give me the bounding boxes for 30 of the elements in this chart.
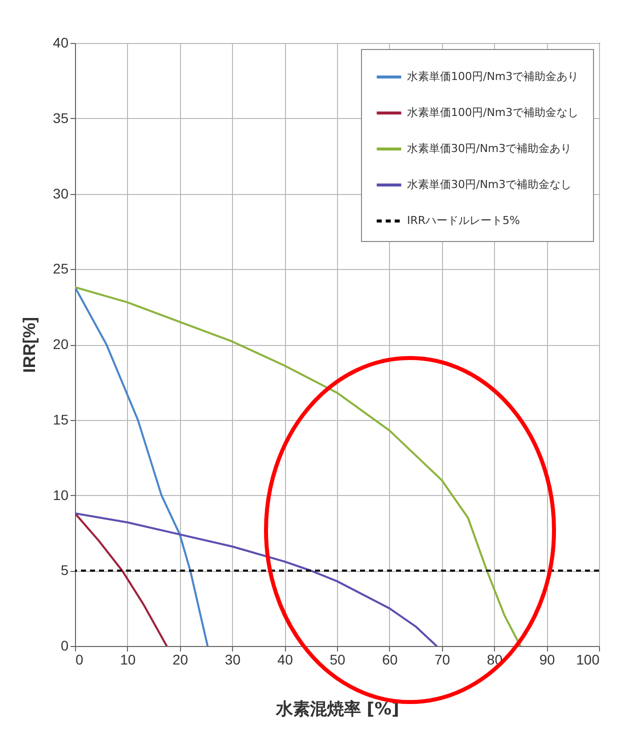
y-tick-label: 35 [52, 110, 69, 126]
x-tick-label: 60 [382, 652, 398, 668]
legend-label: 水素単価100円/Nm3で補助金なし [407, 106, 579, 119]
y-tick-label: 0 [60, 638, 69, 654]
x-tick-label: 70 [434, 652, 450, 668]
legend-label: 水素単価100円/Nm3で補助金あり [407, 70, 579, 83]
y-tick-label: 25 [52, 260, 69, 277]
x-axis-title: 水素混焼率 [%] [274, 700, 400, 720]
line-series [75, 286, 209, 646]
line-series [75, 512, 168, 646]
x-tick-label: 0 [76, 652, 84, 668]
x-tick-label: 100 [576, 652, 600, 668]
line-series [75, 286, 522, 646]
x-tick-label: 10 [120, 652, 136, 668]
line-series [75, 512, 438, 646]
legend-label: 水素単価30円/Nm3で補助金なし [407, 178, 572, 191]
x-tick-label: 40 [277, 652, 294, 668]
x-tick-label: 30 [224, 652, 241, 668]
x-tick-label: 50 [330, 652, 346, 668]
y-tick-label: 30 [52, 185, 69, 202]
x-tick-label: 20 [172, 652, 188, 668]
legend-label: IRRハードルレート5% [407, 214, 520, 227]
y-tick-label: 20 [52, 336, 69, 352]
x-tick-label: 90 [539, 652, 556, 668]
y-tick-label: 40 [52, 34, 69, 50]
y-tick-label: 10 [52, 486, 69, 503]
y-tick-label: 5 [60, 562, 69, 578]
y-tick-label: 15 [52, 411, 69, 428]
y-axis-title: IRR[%] [20, 317, 39, 373]
legend-label: 水素単価30円/Nm3で補助金あり [407, 142, 572, 155]
